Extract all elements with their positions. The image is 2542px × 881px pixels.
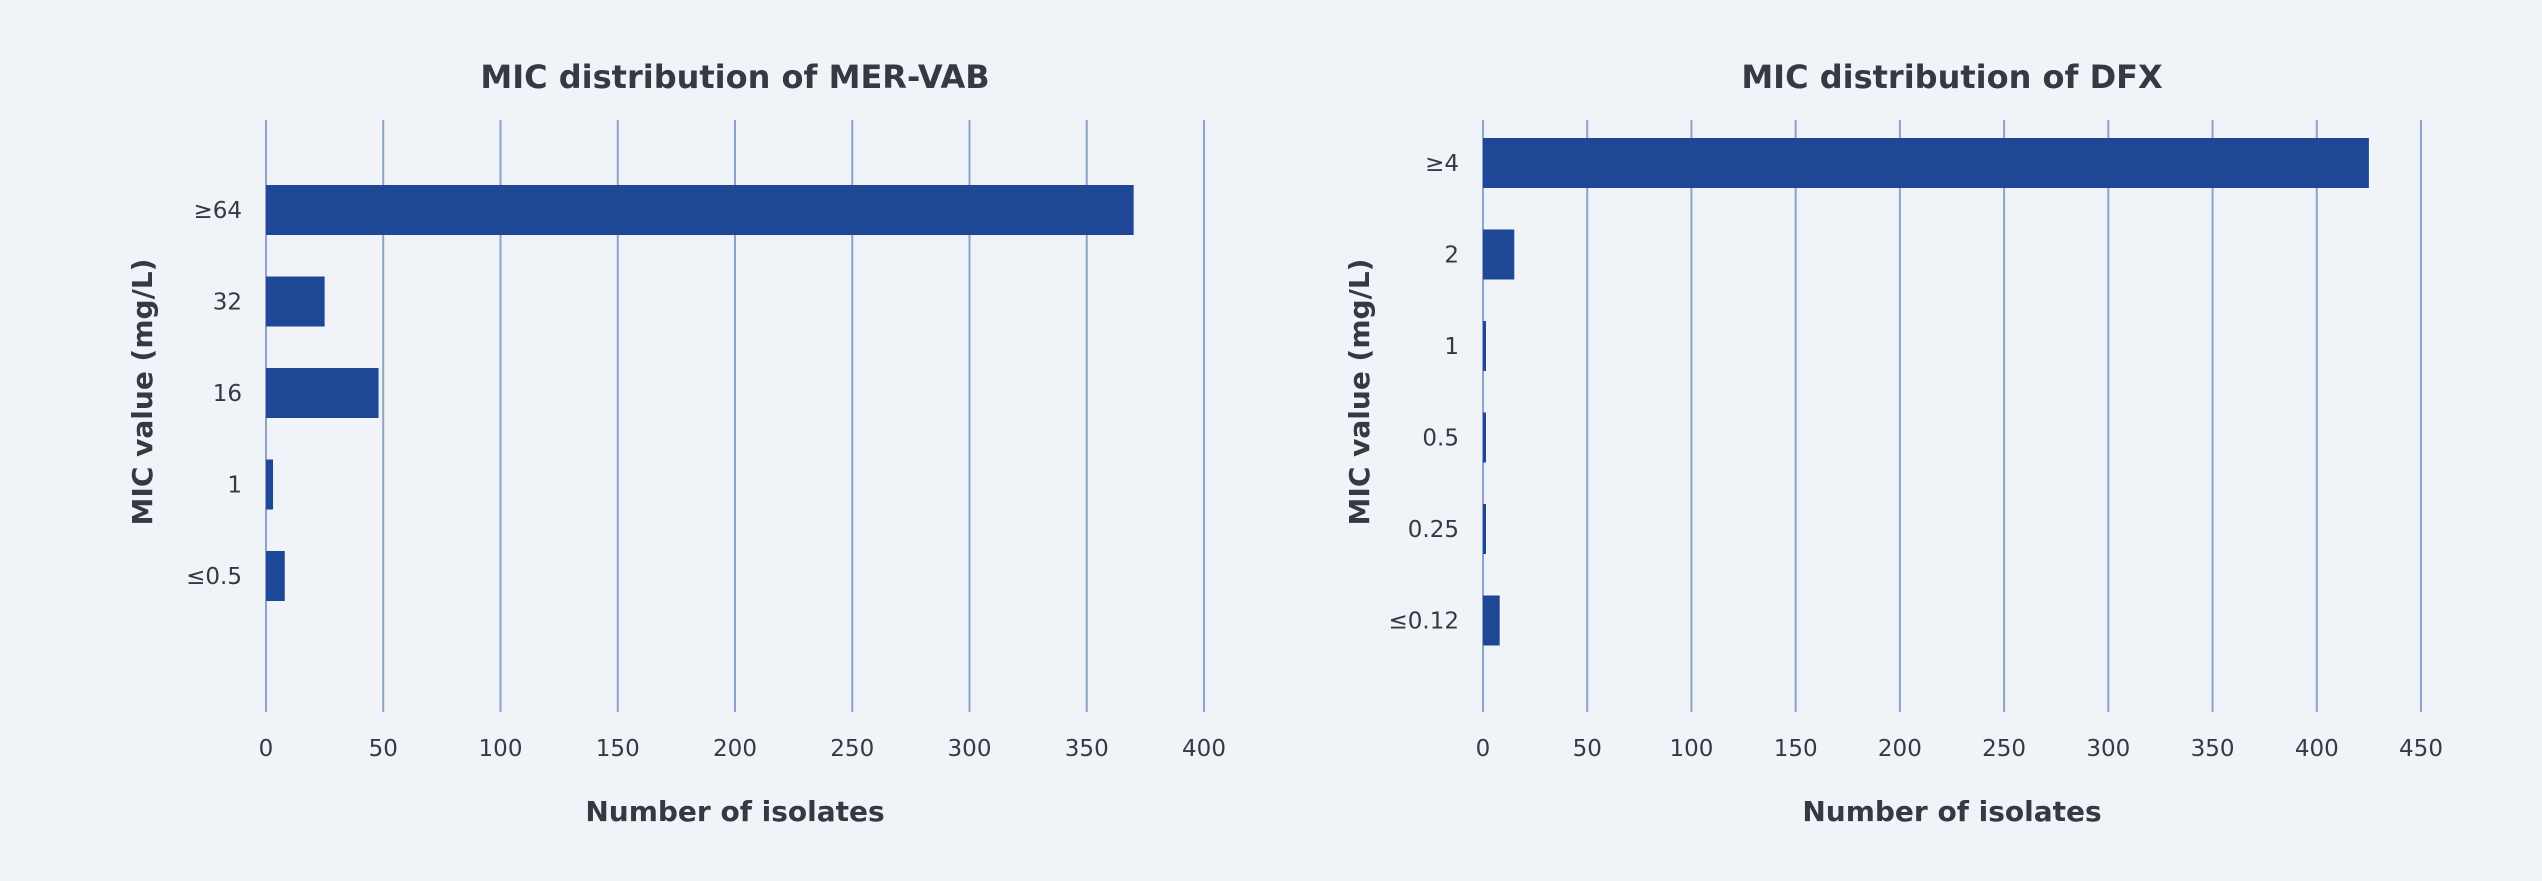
x-tick-label: 350	[1065, 736, 1109, 762]
y-axis-title: MIC value (mg/L)	[1343, 259, 1376, 526]
y-tick-label: 0.25	[1408, 517, 1459, 543]
x-tick-label: 50	[1573, 736, 1602, 762]
x-tick-label: 400	[2295, 736, 2339, 762]
chart-title: MIC distribution of DFX	[1741, 58, 2163, 96]
y-tick-label: 1	[1444, 334, 1459, 360]
chart-title: MIC distribution of MER-VAB	[480, 58, 989, 96]
bar	[1483, 138, 2369, 188]
y-tick-label: ≥64	[193, 198, 242, 224]
y-tick-label: ≥4	[1425, 151, 1459, 177]
x-tick-label: 0	[1476, 736, 1491, 762]
x-tick-label: 350	[2191, 736, 2235, 762]
y-tick-label: 1	[227, 473, 242, 499]
y-axis-title: MIC value (mg/L)	[126, 259, 159, 526]
y-tick-label: 0.5	[1422, 426, 1459, 452]
x-tick-labels: 0 50 100 150 200 250 300 350 400	[259, 736, 1226, 762]
chart-panel-mer-vab: MIC distribution of MER-VAB MIC value (m…	[126, 58, 1226, 828]
chart-panel-dfx: MIC distribution of DFX MIC value (mg/L)…	[1343, 58, 2443, 828]
y-tick-label: 32	[213, 290, 242, 316]
bar	[1483, 412, 1486, 463]
gridlines	[1482, 120, 2422, 712]
bars	[1483, 138, 2369, 646]
bar	[266, 551, 285, 601]
y-tick-label: ≤0.5	[186, 564, 242, 590]
x-tick-label: 400	[1182, 736, 1226, 762]
x-tick-label: 300	[948, 736, 992, 762]
x-tick-label: 0	[259, 736, 274, 762]
x-tick-label: 150	[1774, 736, 1818, 762]
bar	[1483, 595, 1500, 646]
bar	[1483, 504, 1486, 554]
y-tick-labels: ≥64 32 16 1 ≤0.5	[186, 198, 242, 590]
y-tick-label: 16	[213, 381, 242, 407]
y-tick-label: 2	[1444, 243, 1459, 269]
x-tick-label: 300	[2086, 736, 2130, 762]
x-tick-labels: 0 50 100 150 200 250 300 350 400 450	[1476, 736, 2443, 762]
x-tick-label: 450	[2399, 736, 2443, 762]
bar	[266, 185, 1134, 235]
y-tick-label: ≤0.12	[1389, 609, 1459, 635]
bar	[266, 276, 325, 327]
x-tick-label: 200	[1878, 736, 1922, 762]
bar	[266, 368, 379, 418]
x-tick-label: 100	[479, 736, 523, 762]
x-tick-label: 100	[1669, 736, 1713, 762]
x-axis-title: Number of isolates	[585, 795, 884, 828]
x-tick-label: 250	[1982, 736, 2026, 762]
x-tick-label: 250	[830, 736, 874, 762]
x-tick-label: 200	[713, 736, 757, 762]
bars	[266, 185, 1134, 601]
x-tick-label: 50	[369, 736, 398, 762]
bar	[1483, 229, 1515, 280]
x-tick-label: 150	[596, 736, 640, 762]
x-axis-title: Number of isolates	[1802, 795, 2101, 828]
bar	[266, 459, 274, 510]
y-tick-labels: ≥4 2 1 0.5 0.25 ≤0.12	[1389, 151, 1459, 635]
bar	[1483, 321, 1486, 371]
